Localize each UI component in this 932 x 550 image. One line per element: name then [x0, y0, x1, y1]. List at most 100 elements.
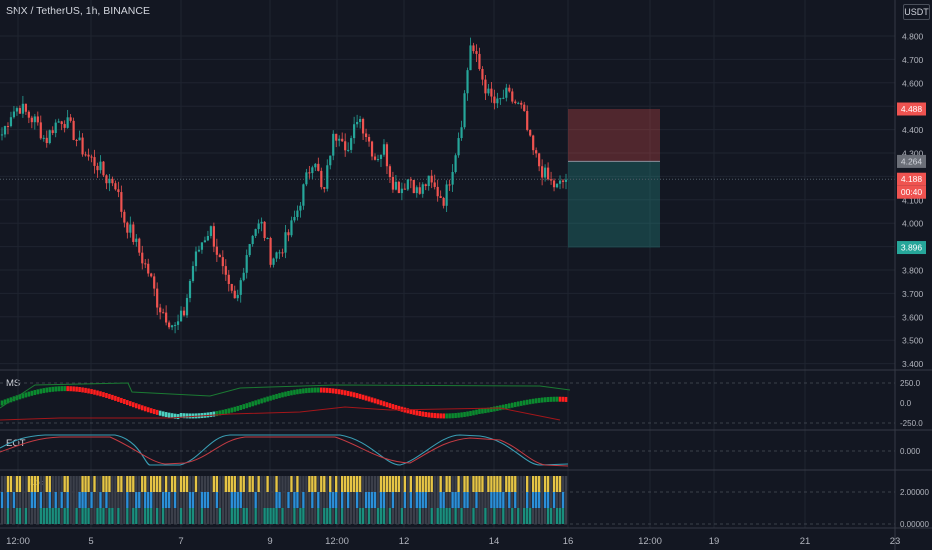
- loc-bar: [239, 492, 242, 508]
- loc-bar: [352, 476, 356, 492]
- loc-bar: [164, 476, 168, 492]
- ms-bar: [272, 394, 275, 400]
- candle-body: [24, 103, 27, 112]
- loc-bar: [451, 476, 454, 492]
- loc-bar: [511, 508, 514, 524]
- ms-bar: [102, 392, 105, 398]
- loc-bar: [305, 476, 308, 492]
- loc-bar: [397, 508, 401, 524]
- candle-body: [466, 70, 469, 94]
- loc-bar: [457, 476, 460, 492]
- candle-body: [415, 187, 418, 194]
- loc-bar: [135, 508, 138, 524]
- loc-bar: [549, 508, 553, 524]
- loc-bar: [33, 508, 37, 524]
- loc-bar: [24, 508, 28, 524]
- eot-pane: [0, 434, 895, 467]
- candle-body: [90, 156, 93, 158]
- loc-bar: [129, 492, 132, 508]
- loc-bar: [15, 476, 19, 492]
- price-tick-label: 3.700: [902, 289, 924, 299]
- loc-indicator-label[interactable]: Loc: [30, 478, 43, 487]
- candle-body: [0, 134, 4, 136]
- candle-body: [475, 51, 478, 54]
- loc-bar: [78, 492, 81, 508]
- candle-body: [87, 154, 90, 157]
- loc-bar: [18, 508, 22, 524]
- candle-body: [224, 266, 227, 275]
- ms-indicator-label[interactable]: MS: [6, 378, 21, 389]
- loc-bar: [558, 476, 562, 492]
- loc-bar: [463, 508, 466, 524]
- loc-bar: [520, 492, 523, 508]
- loc-bar: [296, 508, 299, 524]
- loc-bar: [531, 476, 535, 492]
- loc-bar: [57, 476, 60, 492]
- loc-bar: [457, 492, 460, 508]
- loc-bar: [463, 476, 466, 492]
- candle-body: [549, 179, 553, 181]
- ms-bar: [179, 412, 183, 418]
- loc-bar: [436, 492, 439, 508]
- loc-bar: [0, 492, 4, 508]
- loc-bar: [132, 476, 135, 492]
- loc-bar: [400, 492, 404, 508]
- loc-bar: [230, 508, 233, 524]
- loc-bar: [505, 508, 508, 524]
- loc-bar: [263, 508, 266, 524]
- loc-bar: [412, 492, 416, 508]
- candle-body: [263, 221, 266, 239]
- candle-body: [281, 252, 284, 254]
- loc-bar: [123, 476, 126, 492]
- loc-bar: [18, 492, 22, 508]
- ms-bar: [245, 403, 248, 409]
- loc-bar: [475, 476, 478, 492]
- candle-body: [290, 220, 293, 236]
- ms-bar: [209, 412, 213, 418]
- candle-body: [370, 141, 374, 157]
- candle-body: [162, 312, 165, 314]
- loc-bar: [242, 492, 245, 508]
- loc-bar: [141, 476, 144, 492]
- ms-bar: [239, 405, 243, 411]
- loc-bar: [520, 476, 523, 492]
- loc-bar: [323, 476, 326, 492]
- loc-bar: [278, 492, 281, 508]
- loc-bar: [105, 476, 108, 492]
- candle-body: [496, 98, 499, 104]
- loc-bar: [528, 508, 532, 524]
- ms-bar: [230, 407, 234, 413]
- candle-body: [209, 226, 212, 236]
- loc-bar: [487, 492, 490, 508]
- loc-bar: [499, 476, 502, 492]
- loc-bar: [33, 492, 37, 508]
- currency-selector[interactable]: USDT: [903, 4, 930, 20]
- candle-body: [165, 312, 168, 323]
- loc-bar: [203, 476, 207, 492]
- loc-bar: [332, 492, 335, 508]
- loc-bar: [0, 508, 4, 524]
- ms-bar: [451, 413, 454, 419]
- loc-bar: [185, 476, 189, 492]
- loc-bar: [484, 508, 487, 524]
- loc-bar: [230, 476, 233, 492]
- ms-bar: [379, 400, 383, 406]
- symbol-title[interactable]: SNX / TetherUS, 1h, BINANCE: [6, 5, 150, 17]
- loc-bar: [45, 492, 48, 508]
- ms-bar: [430, 412, 434, 418]
- loc-bar: [460, 476, 463, 492]
- position-tool[interactable]: [0, 109, 895, 248]
- loc-bar: [144, 476, 147, 492]
- loc-bar: [263, 492, 266, 508]
- loc-bar: [302, 508, 305, 524]
- eot-indicator-label[interactable]: EOT: [6, 438, 26, 449]
- ms-bar: [460, 412, 463, 418]
- candle-body: [555, 183, 559, 188]
- loc-bar: [320, 492, 323, 508]
- ms-lower-band: [0, 406, 561, 421]
- loc-bar: [335, 508, 338, 524]
- ms-bar: [331, 388, 335, 394]
- loc-bar: [388, 492, 392, 508]
- loc-bar: [370, 476, 374, 492]
